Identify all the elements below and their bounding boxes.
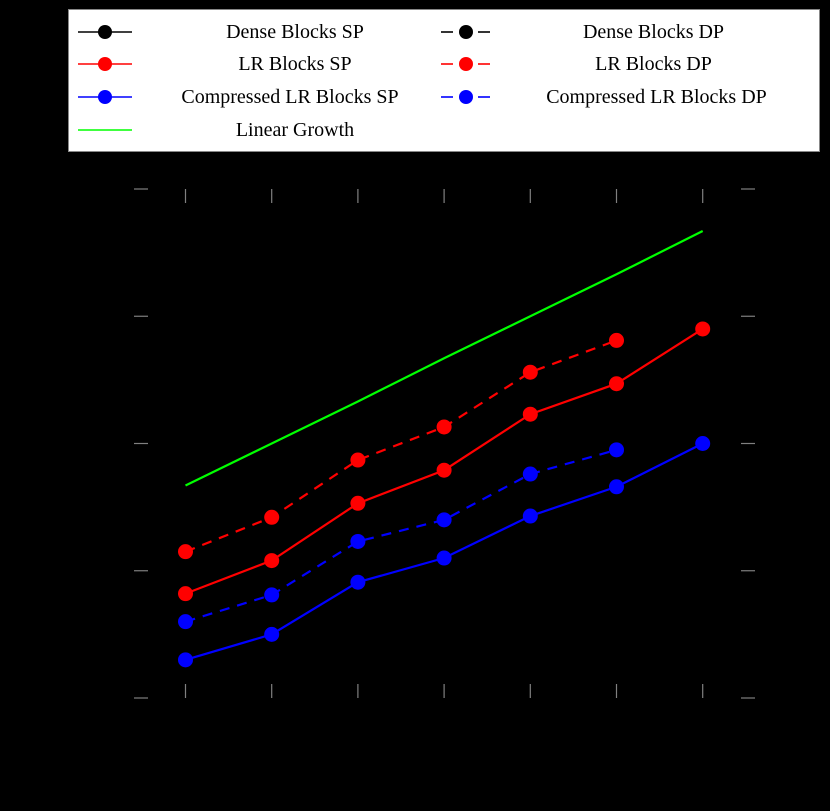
data-point-marker [178,544,193,560]
data-point-marker [264,509,280,525]
data-point-marker [522,508,538,524]
data-point-marker [695,321,711,337]
legend-sample-icon [441,25,490,39]
legend-label: LR Blocks DP [595,53,712,75]
data-point-marker [264,553,280,569]
data-point-marker [264,587,280,603]
data-point-marker [609,332,624,348]
data-point-marker [178,652,193,668]
series-lr-blocks-sp [178,321,711,602]
data-point-marker [695,436,711,451]
legend-label: Dense Blocks DP [582,21,725,43]
legend-sample-icon [78,129,132,131]
legend-label: LR Blocks SP [238,53,352,75]
data-point-marker [436,512,452,528]
series-line [185,448,617,623]
data-point-marker [178,614,193,630]
legend-label: Compressed LR Blocks SP [181,86,399,108]
axis-ticks [134,188,755,699]
legend-item-lr-sp: LR Blocks SP [78,52,438,76]
legend-sample-icon [78,25,132,39]
data-point-marker [522,364,538,380]
series-line [185,339,617,553]
data-point-marker [522,406,538,422]
legend-item-lr-dp: LR Blocks DP [441,52,821,76]
legend-sample-icon [78,57,132,71]
data-point-marker [436,462,452,478]
data-point-marker [350,574,366,590]
legend-item-linear-growth: Linear Growth [78,118,438,142]
series-linear-growth [185,230,704,487]
data-point-marker [264,626,280,642]
plot-series [178,230,711,668]
legend-sample-icon [78,90,132,104]
data-point-marker [350,495,366,511]
data-point-marker [350,452,366,468]
legend-item-compressed-lr-dp: Compressed LR Blocks DP [441,85,821,109]
data-point-marker [436,550,452,566]
data-point-marker [522,466,538,482]
series-lr-blocks-dp [178,332,624,560]
legend-sample-icon [441,57,490,71]
legend-sample-icon [441,90,490,104]
series-compressed-lr-blocks-dp [178,442,624,630]
series-line [185,230,704,487]
data-point-marker [436,419,452,435]
legend-label: Linear Growth [235,119,355,141]
chart-legend: Dense Blocks SP Dense Blocks DP LR Block… [68,9,820,152]
legend-item-dense-dp: Dense Blocks DP [441,20,821,44]
data-point-marker [350,533,366,549]
legend-label: Dense Blocks SP [226,21,364,43]
legend-label: Compressed LR Blocks DP [546,86,767,108]
legend-item-compressed-lr-sp: Compressed LR Blocks SP [78,85,438,109]
data-point-marker [609,479,624,495]
data-point-marker [609,376,624,392]
series-compressed-lr-blocks-sp [178,436,711,668]
legend-item-dense-sp: Dense Blocks SP [78,20,438,44]
data-point-marker [609,442,624,458]
data-point-marker [178,586,193,602]
